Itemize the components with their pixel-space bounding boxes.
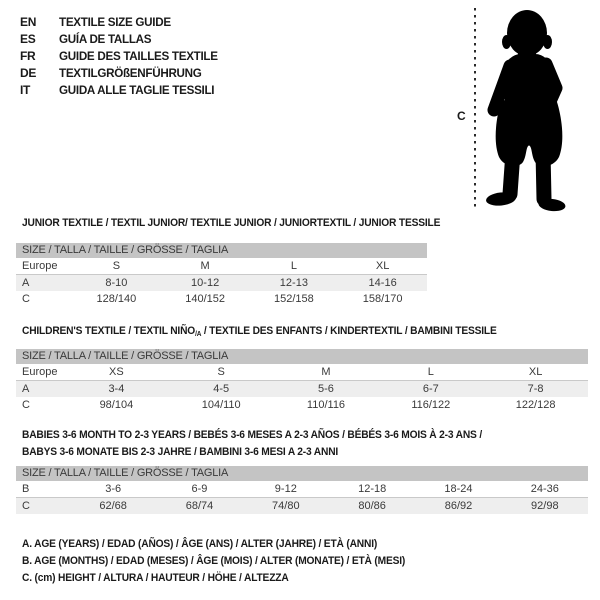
lang-row-en: EN TEXTILE SIZE GUIDE — [20, 14, 223, 31]
table-cell: 12-13 — [249, 274, 339, 291]
children-size-table: SIZE / TALLA / TAILLE / GRÖSSE / TAGLIA … — [16, 349, 588, 413]
lang-title: TEXTILE SIZE GUIDE — [59, 15, 171, 29]
table-cell: 116/122 — [411, 399, 451, 411]
size-header-row: SIZE / TALLA / TAILLE / GRÖSSE / TAGLIA — [16, 243, 427, 258]
lang-code: FR — [20, 49, 36, 63]
table-cell: 140/152 — [185, 293, 225, 305]
table-cell: 4-5 — [168, 380, 274, 397]
table-row: C 62/68 68/74 74/80 80/86 86/92 92/98 — [16, 497, 588, 514]
lang-title: GUIDA ALLE TAGLIE TESSILI — [59, 83, 215, 97]
size-header-row: SIZE / TALLA / TAILLE / GRÖSSE / TAGLIA — [16, 349, 588, 364]
table-cell: 128/140 — [96, 293, 137, 305]
table-row: A 3-4 4-5 5-6 6-7 7-8 — [16, 380, 588, 397]
legend-line-a: A. AGE (YEARS) / EDAD (AÑOS) / ÂGE (ANS)… — [22, 538, 378, 550]
legend-line-b: B. AGE (MONTHS) / EDAD (MESES) / ÂGE (MO… — [22, 555, 406, 567]
lang-row-fr: FR GUIDE DES TAILLES TEXTILE — [20, 48, 223, 65]
junior-table-title: JUNIOR TEXTILE / TEXTIL JUNIOR/ TEXTILE … — [22, 217, 441, 229]
table-row: Europe XS S M L XL — [16, 364, 588, 381]
children-title-pre: CHILDREN'S TEXTILE / TEXTIL NIÑO — [22, 325, 196, 337]
table-row: C 98/104 104/110 110/116 116/122 122/128 — [16, 397, 588, 413]
legend-line-c: C. (cm) HEIGHT / ALTURA / HAUTEUR / HÖHE… — [22, 572, 289, 584]
row-label: C — [22, 399, 30, 411]
table-cell: M — [273, 364, 379, 381]
size-header-label: SIZE / TALLA / TAILLE / GRÖSSE / TAGLIA — [16, 466, 588, 481]
table-cell: 86/92 — [415, 497, 502, 514]
height-label-c: C — [457, 109, 466, 123]
table-cell: 7-8 — [483, 380, 588, 397]
table-cell: 92/98 — [501, 497, 588, 514]
table-cell: XL — [338, 258, 427, 275]
table-cell: 14-16 — [338, 274, 427, 291]
table-cell: 74/80 — [242, 497, 329, 514]
table-cell: 8-10 — [72, 274, 161, 291]
table-cell: 80/86 — [328, 497, 416, 514]
table-cell: L — [249, 258, 339, 275]
table-cell: 104/110 — [201, 399, 241, 411]
lang-title: GUIDE DES TAILLES TEXTILE — [59, 49, 218, 63]
lang-code: DE — [20, 66, 37, 80]
table-cell: 12-18 — [328, 481, 416, 498]
measure-legend: A. AGE (YEARS) / EDAD (AÑOS) / ÂGE (ANS)… — [22, 536, 434, 587]
row-label: B — [16, 481, 70, 498]
children-title-post: / TEXTILE DES ENFANTS / KINDERTEXTIL / B… — [201, 325, 497, 337]
table-cell: S — [72, 258, 161, 275]
table-cell: XS — [64, 364, 169, 381]
table-cell: L — [378, 364, 484, 381]
table-cell: 10-12 — [160, 274, 250, 291]
lang-row-it: IT GUIDA ALLE TAGLIE TESSILI — [20, 82, 223, 99]
table-cell: 158/170 — [362, 293, 403, 305]
lang-title: TEXTILGRÖßENFÜHRUNG — [59, 66, 202, 80]
table-row: C 128/140 140/152 152/158 158/170 — [16, 291, 427, 307]
children-table-title: CHILDREN'S TEXTILE / TEXTIL NIÑO/A / TEX… — [22, 325, 497, 341]
size-header-row: SIZE / TALLA / TAILLE / GRÖSSE / TAGLIA — [16, 466, 588, 481]
row-label: Europe — [16, 364, 64, 381]
language-list: EN TEXTILE SIZE GUIDE ES GUÍA DE TALLAS … — [20, 14, 223, 99]
table-cell: 9-12 — [242, 481, 329, 498]
babies-table-title-line1: BABIES 3-6 MONTH TO 2-3 YEARS / BEBÉS 3-… — [22, 429, 483, 441]
lang-row-de: DE TEXTILGRÖßENFÜHRUNG — [20, 65, 223, 82]
lang-code: EN — [20, 15, 37, 29]
table-cell: 122/128 — [515, 399, 556, 411]
size-header-label: SIZE / TALLA / TAILLE / GRÖSSE / TAGLIA — [16, 349, 588, 364]
babies-table-title-line2: BABYS 3-6 MONATE BIS 2-3 JAHRE / BAMBINI… — [22, 446, 339, 458]
toddler-figure: C — [457, 8, 566, 212]
table-cell: 68/74 — [156, 497, 243, 514]
junior-size-table: SIZE / TALLA / TAILLE / GRÖSSE / TAGLIA … — [16, 243, 427, 307]
table-cell: S — [168, 364, 274, 381]
table-cell: M — [160, 258, 250, 275]
table-cell: 110/116 — [306, 399, 346, 411]
table-cell: 5-6 — [273, 380, 379, 397]
table-cell: 3-4 — [64, 380, 169, 397]
table-cell: 6-9 — [156, 481, 243, 498]
table-row: A 8-10 10-12 12-13 14-16 — [16, 274, 427, 291]
table-cell: XL — [483, 364, 588, 381]
table-cell: 24-36 — [501, 481, 588, 498]
row-label: C — [22, 293, 30, 305]
table-cell: 18-24 — [415, 481, 502, 498]
lang-code: ES — [20, 32, 36, 46]
row-label: A — [16, 274, 72, 291]
row-label: C — [16, 497, 70, 514]
row-label: Europe — [16, 258, 72, 275]
lang-code: IT — [20, 83, 31, 97]
babies-size-table: SIZE / TALLA / TAILLE / GRÖSSE / TAGLIA … — [16, 466, 588, 514]
lang-title: GUÍA DE TALLAS — [59, 32, 152, 46]
table-cell: 62/68 — [70, 497, 157, 514]
row-label: A — [16, 380, 64, 397]
table-cell: 98/104 — [99, 399, 134, 411]
table-cell: 3-6 — [70, 481, 157, 498]
size-header-label: SIZE / TALLA / TAILLE / GRÖSSE / TAGLIA — [16, 243, 427, 258]
table-cell: 152/158 — [273, 293, 314, 305]
table-cell: 6-7 — [378, 380, 484, 397]
table-row: Europe S M L XL — [16, 258, 427, 275]
lang-row-es: ES GUÍA DE TALLAS — [20, 31, 223, 48]
toddler-silhouette-icon — [486, 10, 566, 212]
table-row: B 3-6 6-9 9-12 12-18 18-24 24-36 — [16, 481, 588, 498]
children-title-sub: /A — [195, 331, 202, 338]
